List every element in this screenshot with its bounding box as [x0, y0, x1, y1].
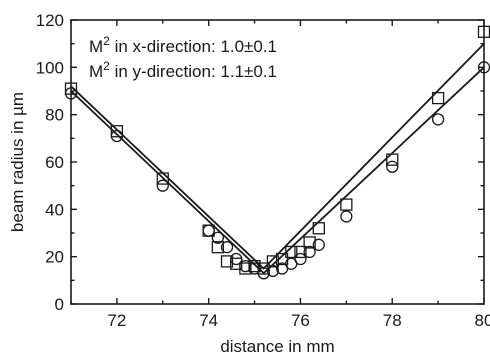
x-tick-label: 74 [199, 311, 218, 330]
y-tick-label: 20 [45, 248, 64, 267]
x-tick-label: 76 [291, 311, 310, 330]
circle-marker [257, 267, 270, 280]
x-tick-label: 72 [107, 311, 126, 330]
square-marker [285, 245, 298, 259]
circle-marker [386, 160, 399, 173]
circle-marker [156, 179, 169, 192]
y-tick-label: 40 [45, 200, 64, 219]
square-marker [110, 125, 124, 138]
circle-marker [230, 252, 243, 266]
circle-marker [202, 224, 215, 237]
circle-marker [211, 231, 224, 244]
square-marker [340, 198, 353, 211]
square-marker [303, 236, 316, 249]
circle-marker [340, 210, 353, 223]
circle-marker [110, 129, 124, 143]
plot-frame [70, 19, 485, 305]
circle-marker [294, 252, 307, 266]
annotations: M2 in x-direction: 1.0±0.1M2 in y-direct… [89, 34, 277, 81]
x-axis-label: distance in mm [220, 337, 334, 356]
y-axis-label: beam radius in µm [8, 92, 27, 232]
y-tick-label: 80 [45, 106, 64, 125]
y-tick-label: 60 [45, 153, 64, 172]
circle-marker [431, 113, 445, 126]
annotation-prefix: M [89, 62, 103, 81]
annotation-text: in x-direction: 1.0±0.1 [110, 37, 277, 56]
x-tick-label: 80 [475, 311, 490, 330]
square-marker [257, 262, 270, 275]
tick-labels: 72 74 76 78 80 0 20 40 60 80 100 120 [36, 11, 490, 330]
square-marker [386, 153, 399, 166]
square-marker [431, 91, 445, 105]
annotation-text: in y-direction: 1.1±0.1 [110, 62, 277, 81]
circle-marker [303, 245, 316, 259]
square-marker [230, 257, 243, 270]
y-tick-label: 0 [55, 295, 64, 314]
m-squared-annotation: M2 in y-direction: 1.1±0.1 [89, 59, 277, 81]
annotation-prefix: M [89, 37, 103, 56]
circle-marker [220, 241, 234, 254]
square-marker [156, 172, 169, 185]
annotation-superscript: 2 [103, 34, 110, 48]
square-marker [211, 241, 224, 254]
y-tick-label: 120 [36, 11, 64, 30]
square-marker [294, 245, 307, 259]
circle-marker [266, 264, 280, 278]
m-squared-annotation: M2 in x-direction: 1.0±0.1 [89, 34, 277, 56]
x-tick-label: 78 [383, 311, 402, 330]
square-marker [220, 255, 234, 268]
square-marker [312, 222, 325, 235]
square-marker [266, 255, 280, 268]
annotation-superscript: 2 [103, 59, 110, 73]
y-tick-label: 100 [36, 58, 64, 77]
square-fit-line [70, 43, 485, 270]
circle-marker [312, 238, 325, 251]
circle-fit-line [70, 66, 485, 275]
fit-lines [70, 43, 485, 275]
circle-marker [239, 259, 252, 273]
